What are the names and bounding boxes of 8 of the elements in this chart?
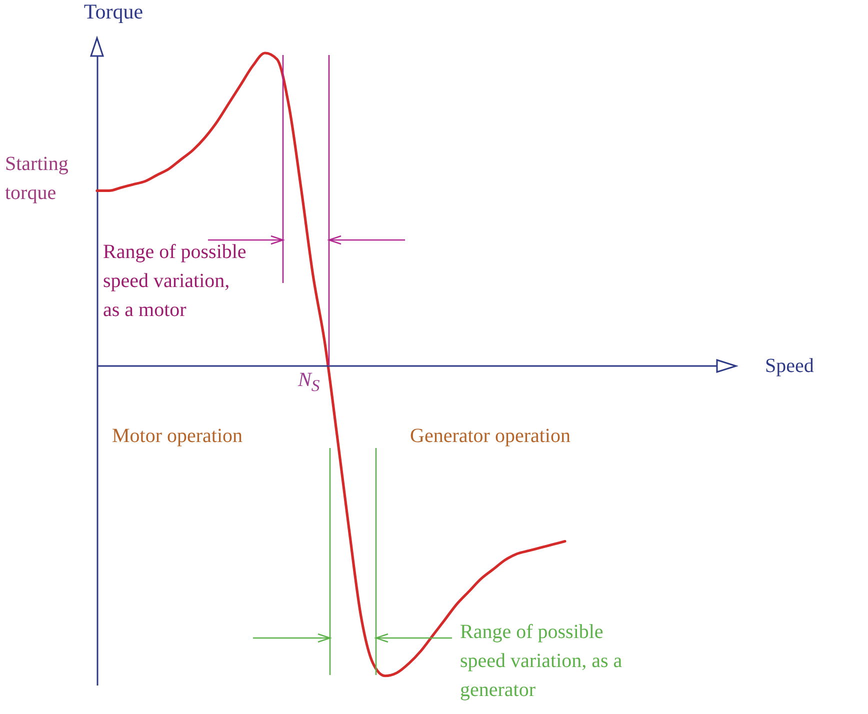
annotation: N$_{S}$: [298, 368, 320, 397]
text: Speed: [765, 354, 814, 379]
text: Starting torque: [5, 152, 68, 206]
annotation: Range of possible speed variation, as a generator: [460, 620, 622, 703]
annotation: Motor operation: [112, 424, 243, 449]
y-axis-title: Torque: [84, 0, 144, 24]
annotation: Range of possible speed variation, as a motor: [103, 240, 246, 323]
annotation: Generator operation: [410, 424, 570, 449]
